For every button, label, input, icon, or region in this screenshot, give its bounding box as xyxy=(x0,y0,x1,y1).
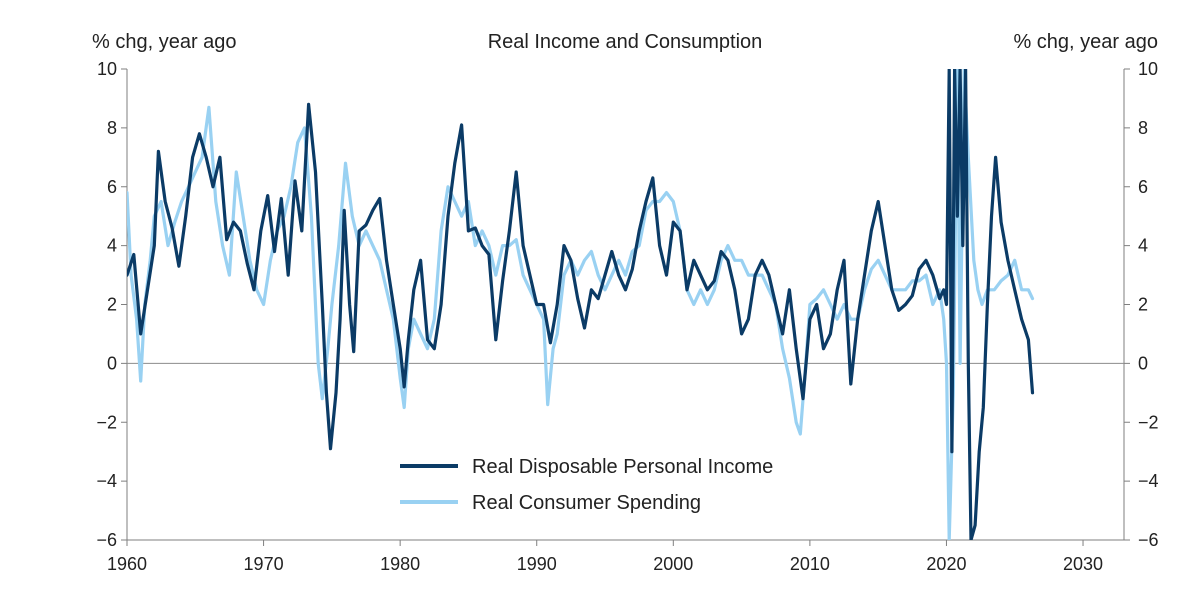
series-layer xyxy=(127,69,1035,540)
y-tick-label-left: 4 xyxy=(107,236,117,256)
x-tick-label: 2010 xyxy=(790,554,830,574)
chart-title: Real Income and Consumption xyxy=(488,31,763,53)
y-tick-label-right: −2 xyxy=(1138,412,1159,432)
y-tick-label-left: −4 xyxy=(96,471,117,491)
y-tick-label-left: 2 xyxy=(107,295,117,315)
legend: Real Disposable Personal Income Real Con… xyxy=(400,456,773,514)
series-line-income xyxy=(127,69,1035,540)
x-tick-label: 2000 xyxy=(653,554,693,574)
x-tick-label: 1980 xyxy=(380,554,420,574)
y-tick-label-right: 8 xyxy=(1138,118,1148,138)
x-tick-label: 1960 xyxy=(107,554,147,574)
y-tick-label-right: 0 xyxy=(1138,353,1148,373)
y-tick-label-right: 2 xyxy=(1138,295,1148,315)
y-tick-label-left: −2 xyxy=(96,412,117,432)
y-tick-label-left: 10 xyxy=(97,59,117,79)
y-tick-label-right: 4 xyxy=(1138,236,1148,256)
legend-label-spending: Real Consumer Spending xyxy=(472,492,701,514)
y-tick-label-right: 10 xyxy=(1138,59,1158,79)
y-tick-label-left: 0 xyxy=(107,353,117,373)
y-tick-label-right: −4 xyxy=(1138,471,1159,491)
y-tick-label-left: 8 xyxy=(107,118,117,138)
right-y-ticks: −6 −4 −2 0 2 4 6 8 10 xyxy=(1124,59,1159,550)
left-axis-label: % chg, year ago xyxy=(92,31,237,53)
y-tick-label-left: −6 xyxy=(96,530,117,550)
x-tick-label: 1970 xyxy=(244,554,284,574)
x-ticks: 1960 1970 1980 1990 2000 2010 2020 2030 xyxy=(107,540,1103,574)
left-y-ticks: −6 −4 −2 0 2 4 6 8 10 xyxy=(96,59,127,550)
y-tick-label-right: 6 xyxy=(1138,177,1148,197)
y-tick-label-left: 6 xyxy=(107,177,117,197)
right-axis-label: % chg, year ago xyxy=(1013,31,1158,53)
x-tick-label: 2030 xyxy=(1063,554,1103,574)
legend-label-income: Real Disposable Personal Income xyxy=(472,456,773,478)
y-tick-label-right: −6 xyxy=(1138,530,1159,550)
x-tick-label: 1990 xyxy=(517,554,557,574)
x-tick-label: 2020 xyxy=(926,554,966,574)
